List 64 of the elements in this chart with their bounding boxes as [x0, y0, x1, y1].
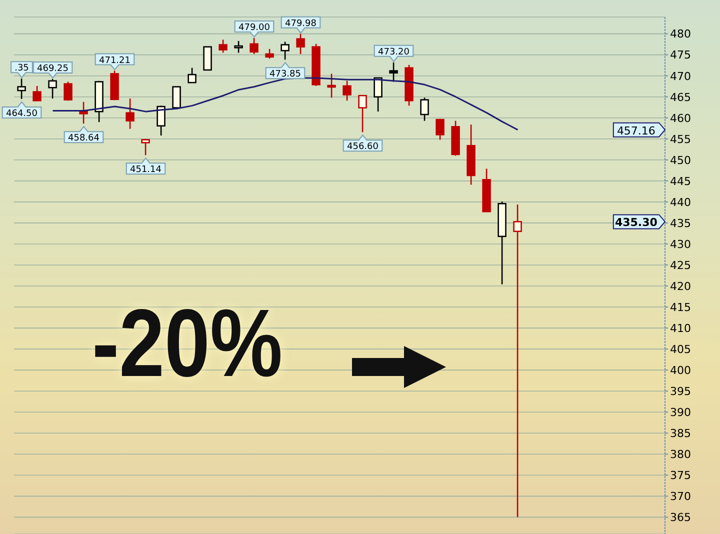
y-tick-label: 475 — [670, 48, 691, 62]
annotation: 456.60 — [347, 142, 379, 152]
y-tick-label: 370 — [670, 490, 691, 504]
y-tick-label: 405 — [670, 342, 691, 356]
y-tick-label: 465 — [670, 90, 691, 104]
candlestick — [188, 67, 196, 84]
annotation: 435.30 — [614, 216, 658, 230]
y-tick-label: 415 — [670, 300, 691, 314]
y-tick-label: 410 — [670, 322, 691, 335]
candlestick — [265, 48, 274, 60]
y-tick-label: 395 — [670, 384, 691, 398]
y-tick-label: 365 — [670, 511, 691, 524]
annotation: 471.21 — [99, 56, 130, 66]
candlestick — [374, 77, 382, 112]
annotation: 464.50 — [6, 108, 38, 119]
y-tick-label: 375 — [670, 469, 691, 482]
candlestick — [48, 78, 57, 100]
candlestick — [156, 105, 166, 136]
y-tick-label: 460 — [670, 112, 691, 125]
candlestick — [420, 97, 429, 122]
y-tick-label: 390 — [670, 406, 691, 420]
candlestick — [172, 86, 181, 108]
y-tick-label: 435 — [670, 216, 691, 230]
y-tick-label: 470 — [670, 70, 691, 83]
annotation: 473.85 — [270, 70, 301, 80]
y-tick-label: 440 — [670, 196, 691, 209]
candlestick — [280, 41, 290, 60]
y-tick-label: 400 — [670, 364, 691, 377]
candlestick — [389, 62, 398, 82]
y-tick-label: 420 — [670, 280, 691, 293]
annotation: 469.25 — [37, 64, 68, 74]
candlestick — [327, 73, 336, 98]
candlestick — [342, 80, 352, 102]
candlestick — [358, 94, 367, 133]
y-tick-label: 480 — [670, 28, 691, 41]
candlestick — [126, 98, 134, 130]
annotation: 451.14 — [130, 165, 162, 176]
candlestick — [296, 33, 305, 55]
annotation: 457.16 — [616, 124, 656, 138]
y-tick-label: 425 — [670, 258, 691, 272]
y-tick-label: 445 — [670, 174, 691, 188]
candlestick — [436, 118, 444, 140]
y-tick-label: 380 — [670, 448, 691, 462]
annotation: 458.64 — [68, 134, 100, 144]
candlestick — [234, 40, 243, 54]
candlestick — [203, 46, 212, 71]
y-tick-label: 430 — [670, 238, 691, 251]
y-tick-label: 455 — [670, 132, 691, 146]
candlestick — [17, 78, 26, 100]
candlestick — [64, 81, 72, 102]
candlestick — [250, 37, 258, 55]
annotation: 473.20 — [378, 47, 410, 58]
annotation: 479.00 — [238, 23, 270, 34]
y-tick-label: 385 — [670, 427, 691, 440]
annotation: -20% — [92, 290, 282, 397]
candlestick — [513, 204, 522, 518]
line-series — [52, 77, 518, 131]
candlestick — [32, 85, 42, 102]
y-tick-label: 450 — [670, 154, 691, 167]
candlestick — [141, 138, 150, 156]
candlestick — [218, 39, 228, 54]
annotation: 479.98 — [285, 18, 317, 29]
annotation: .35 — [14, 64, 29, 74]
candlestick — [79, 101, 88, 124]
